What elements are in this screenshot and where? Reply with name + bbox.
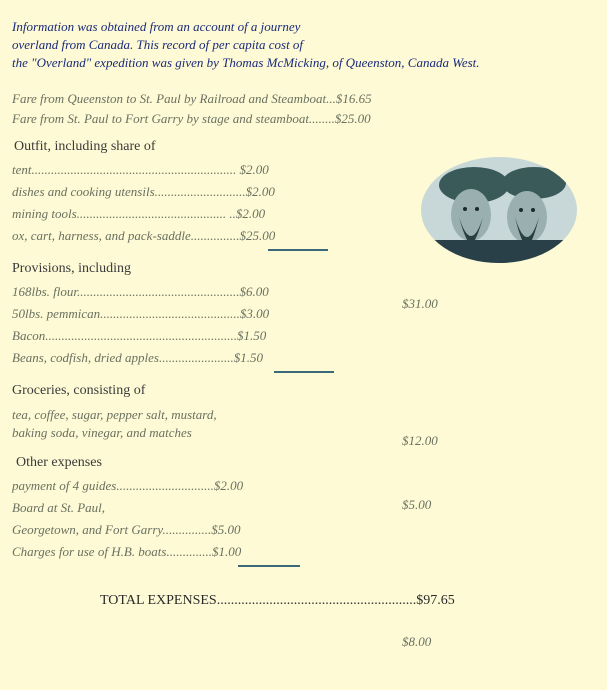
intro-block: Information was obtained from an account…	[0, 0, 607, 81]
provisions-subtotal: $12.00	[402, 433, 438, 449]
line-item: 168lbs. flour...........................…	[0, 281, 607, 303]
total-expenses: TOTAL EXPENSES..........................…	[0, 567, 607, 609]
line-item: 50lbs. pemmican.........................…	[0, 303, 607, 325]
line-item: Georgetown, and Fort Garry..............…	[0, 519, 607, 541]
overlanders-illustration	[419, 155, 579, 265]
groceries-subtotal: $5.00	[402, 497, 431, 513]
intro-line: the "Overland" expedition was given by T…	[12, 54, 597, 72]
groceries-text: tea, coffee, sugar, pepper salt, mustard…	[0, 403, 607, 445]
line-item: Beans, codfish, dried apples............…	[0, 347, 607, 369]
groceries-line: baking soda, vinegar, and matches	[12, 424, 607, 442]
other-heading: Other expenses	[0, 445, 607, 475]
outfit-subtotal: $31.00	[402, 296, 438, 312]
line-item: Bacon...................................…	[0, 325, 607, 347]
intro-line: overland from Canada. This record of per…	[12, 36, 597, 54]
line-item: Board at St. Paul,	[0, 497, 607, 519]
groceries-heading: Groceries, consisting of	[0, 373, 607, 403]
fare-line: Fare from Queenston to St. Paul by Railr…	[0, 89, 607, 109]
fare-line: Fare from St. Paul to Fort Garry by stag…	[0, 109, 607, 129]
other-subtotal: $8.00	[402, 634, 431, 650]
line-item: Charges for use of H.B. boats...........…	[0, 541, 607, 563]
intro-line: Information was obtained from an account…	[12, 18, 597, 36]
groceries-line: tea, coffee, sugar, pepper salt, mustard…	[12, 406, 607, 424]
line-item: payment of 4 guides.....................…	[0, 475, 607, 497]
